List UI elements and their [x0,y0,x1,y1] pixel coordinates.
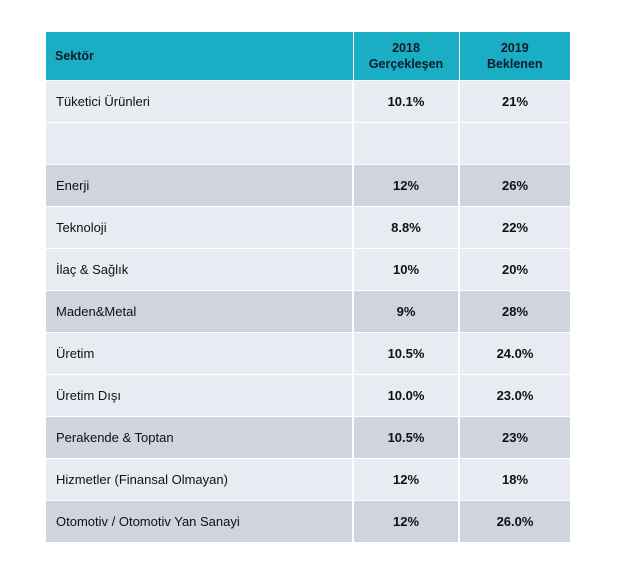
table-header-row: Sektör 2018 Gerçekleşen 2019 Beklenen [46,32,570,81]
cell-2018: 10.0% [353,374,460,417]
table-row: Maden&Metal 9% 28% [46,290,570,333]
table-row: Tüketici Ürünleri 10.1% 21% [46,80,570,123]
cell-sector: Üretim Dışı [46,374,354,417]
cell-sector: İlaç & Sağlık [46,248,354,291]
header-2019-label: Beklenen [486,57,543,71]
cell-2018: 9% [353,290,460,333]
cell-2018: 8.8% [353,206,460,249]
cell-sector: Tüketici Ürünleri [46,80,354,123]
cell-2019: 28% [459,290,570,333]
cell-sector: Enerji [46,164,354,207]
cell-sector: Teknoloji [46,206,354,249]
table-row: İlaç & Sağlık 10% 20% [46,248,570,291]
cell-sector: Hizmetler (Finansal Olmayan) [46,458,354,501]
header-sector: Sektör [46,32,354,81]
cell-2018: 10% [353,248,460,291]
table-body: Tüketici Ürünleri 10.1% 21% Enerji 12% 26% Tek… [46,80,570,542]
table-row: Enerji 12% 26% [46,164,570,207]
cell-sector: Üretim [46,332,354,375]
cell-2019: 20% [459,248,570,291]
header-2019: 2019 Beklenen [459,32,570,81]
table-row: Üretim 10.5% 24.0% [46,332,570,375]
cell-2019: 26% [459,164,570,207]
sector-table-container: Sektör 2018 Gerçekleşen 2019 Beklenen Tü… [46,32,570,542]
header-2018: 2018 Gerçekleşen [353,32,460,81]
cell-2019: 18% [459,458,570,501]
cell-sector: Perakende & Toptan [46,416,354,459]
header-2019-year: 2019 [500,41,529,55]
header-2018-label: Gerçekleşen [368,57,444,71]
cell-2019: 23.0% [459,374,570,417]
cell-2019: 23% [459,416,570,459]
table-row: Teknoloji 8.8% 22% [46,206,570,249]
table-row: Hizmetler (Finansal Olmayan) 12% 18% [46,458,570,501]
cell-2019 [459,122,570,165]
table-row: Üretim Dışı 10.0% 23.0% [46,374,570,417]
cell-sector: Otomotiv / Otomotiv Yan Sanayi [46,500,354,542]
cell-2018: 10.5% [353,332,460,375]
table-row: Otomotiv / Otomotiv Yan Sanayi 12% 26.0% [46,500,570,542]
header-2018-year: 2018 [392,41,420,55]
cell-2018: 12% [353,500,460,542]
cell-2018: 10.1% [353,80,460,123]
cell-sector [46,122,354,165]
cell-2018: 12% [353,458,460,501]
cell-2018: 12% [353,164,460,207]
cell-2019: 24.0% [459,332,570,375]
cell-2019: 21% [459,80,570,123]
cell-2019: 22% [459,206,570,249]
cell-2018 [353,122,460,165]
sector-growth-table: Sektör 2018 Gerçekleşen 2019 Beklenen Tü… [46,32,570,542]
table-row: Perakende & Toptan 10.5% 23% [46,416,570,459]
cell-2018: 10.5% [353,416,460,459]
cell-2019: 26.0% [459,500,570,542]
table-row [46,122,570,165]
cell-sector: Maden&Metal [46,290,354,333]
